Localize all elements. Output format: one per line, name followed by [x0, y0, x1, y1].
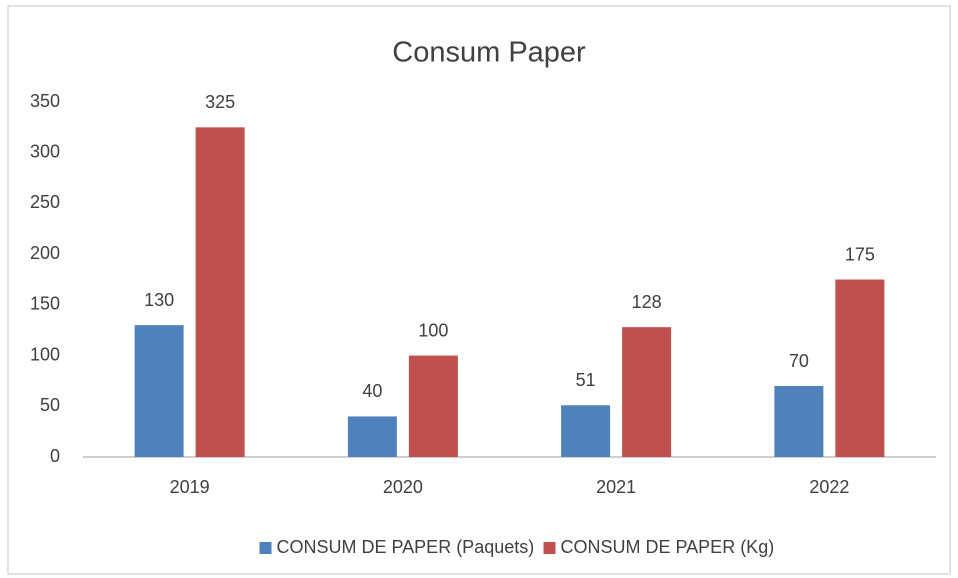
- y-tick-label: 100: [30, 344, 60, 364]
- y-tick-label: 300: [30, 141, 60, 161]
- bar: [835, 279, 885, 457]
- legend-swatch: [259, 542, 272, 554]
- bar: [774, 386, 824, 457]
- legend-label: CONSUM DE PAPER (Paquets): [277, 537, 535, 557]
- data-label: 130: [144, 290, 174, 310]
- y-tick-label: 0: [50, 446, 60, 466]
- chart-title: Consum Paper: [392, 37, 586, 69]
- data-label: 70: [789, 351, 809, 371]
- data-label: 40: [362, 381, 382, 401]
- data-label: 175: [845, 244, 875, 264]
- legend-swatch: [543, 542, 556, 554]
- data-label: 100: [418, 320, 448, 340]
- x-tick-label: 2022: [809, 477, 849, 497]
- y-tick-label: 200: [30, 243, 60, 263]
- y-tick-label: 250: [30, 192, 60, 212]
- bar: [347, 416, 397, 457]
- bar: [408, 355, 458, 457]
- x-tick-label: 2019: [170, 477, 210, 497]
- y-tick-label: 150: [30, 294, 60, 314]
- bar: [622, 327, 672, 457]
- legend-label: CONSUM DE PAPER (Kg): [561, 537, 775, 557]
- bar: [134, 325, 184, 457]
- x-tick-label: 2021: [596, 477, 636, 497]
- data-label: 51: [576, 370, 596, 390]
- chart-border: [7, 5, 951, 575]
- bar: [561, 405, 611, 457]
- bar: [195, 127, 245, 457]
- y-tick-label: 50: [40, 395, 60, 415]
- data-label: 325: [205, 92, 235, 112]
- x-tick-label: 2020: [383, 477, 423, 497]
- y-tick-label: 350: [30, 91, 60, 111]
- data-label: 128: [632, 292, 662, 312]
